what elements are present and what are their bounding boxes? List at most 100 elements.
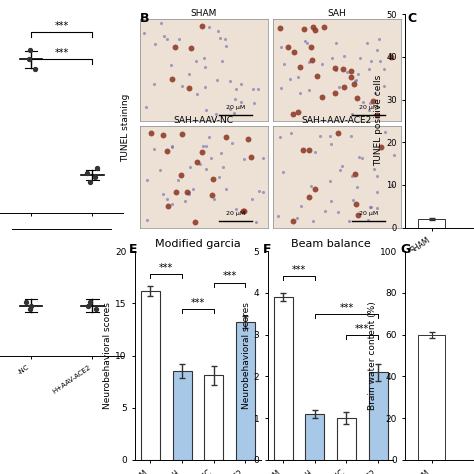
- Point: [231, 95, 239, 102]
- Point: [198, 148, 206, 155]
- Text: ***: ***: [55, 48, 69, 58]
- Title: SAH: SAH: [327, 9, 346, 18]
- Point: [294, 109, 302, 116]
- Point: [300, 25, 308, 33]
- Point: [26, 305, 34, 313]
- Point: [355, 70, 362, 78]
- Point: [164, 36, 171, 43]
- Point: [352, 201, 360, 208]
- Text: ***: ***: [159, 263, 173, 273]
- Point: [237, 98, 245, 106]
- Point: [192, 57, 200, 64]
- Point: [338, 162, 346, 170]
- Point: [164, 195, 171, 203]
- Point: [363, 39, 371, 47]
- Point: [375, 35, 383, 43]
- Point: [202, 142, 210, 150]
- Text: ***: ***: [222, 272, 237, 282]
- Point: [348, 110, 356, 118]
- Point: [142, 103, 150, 111]
- Point: [221, 35, 228, 43]
- Point: [185, 84, 192, 92]
- Point: [160, 32, 168, 39]
- Point: [374, 46, 381, 54]
- Point: [218, 57, 226, 65]
- Point: [86, 178, 93, 185]
- Point: [359, 99, 366, 106]
- Point: [351, 171, 359, 178]
- Point: [388, 182, 395, 189]
- Point: [248, 195, 256, 203]
- Point: [151, 40, 158, 47]
- Point: [171, 43, 179, 50]
- Point: [305, 146, 313, 154]
- Point: [370, 97, 377, 105]
- Text: B: B: [140, 12, 149, 25]
- Point: [356, 54, 364, 62]
- Point: [335, 83, 343, 91]
- Y-axis label: Neurobehavioral scores: Neurobehavioral scores: [242, 302, 251, 409]
- Point: [373, 188, 381, 196]
- Text: 20 μM: 20 μM: [226, 105, 246, 109]
- Point: [350, 80, 358, 88]
- Bar: [273, 297, 292, 460]
- Point: [249, 85, 257, 92]
- Point: [84, 302, 92, 310]
- Bar: [305, 414, 324, 460]
- Point: [226, 77, 233, 85]
- Point: [164, 202, 172, 210]
- Point: [219, 164, 227, 171]
- Point: [334, 129, 342, 137]
- Point: [87, 299, 94, 306]
- Point: [349, 196, 357, 204]
- Point: [327, 141, 334, 148]
- Y-axis label: Neurobehavioral scores: Neurobehavioral scores: [103, 302, 112, 409]
- Point: [336, 166, 344, 174]
- Point: [373, 204, 381, 212]
- Point: [371, 165, 378, 173]
- Point: [241, 207, 248, 215]
- Point: [311, 149, 319, 156]
- Point: [355, 153, 363, 161]
- Bar: [419, 335, 445, 460]
- Point: [287, 75, 294, 82]
- Title: SAH+AAV-ACE2: SAH+AAV-ACE2: [301, 116, 372, 125]
- Point: [289, 218, 296, 225]
- Point: [287, 129, 294, 137]
- Point: [182, 197, 189, 205]
- Point: [169, 143, 176, 151]
- Point: [354, 211, 362, 219]
- Bar: [369, 372, 388, 460]
- Bar: [236, 322, 255, 460]
- Point: [299, 146, 307, 154]
- Point: [371, 89, 378, 96]
- Point: [276, 134, 283, 141]
- Text: ***: ***: [292, 265, 306, 275]
- Point: [216, 35, 224, 42]
- Point: [293, 214, 301, 221]
- Point: [207, 154, 214, 162]
- Point: [93, 305, 100, 313]
- Point: [339, 65, 346, 73]
- Point: [311, 26, 319, 34]
- Point: [296, 63, 304, 71]
- Point: [332, 39, 340, 47]
- Point: [308, 44, 315, 51]
- Point: [210, 195, 218, 203]
- Point: [328, 55, 336, 62]
- Text: ***: ***: [55, 21, 69, 31]
- Point: [366, 99, 374, 107]
- Point: [223, 186, 230, 193]
- Point: [307, 182, 315, 190]
- Point: [327, 177, 334, 184]
- Point: [284, 43, 292, 51]
- Text: 20 μM: 20 μM: [226, 211, 246, 216]
- Point: [214, 76, 221, 84]
- Point: [365, 216, 372, 224]
- Point: [151, 80, 158, 88]
- Point: [373, 172, 381, 180]
- Point: [201, 83, 209, 91]
- Point: [290, 48, 298, 56]
- Point: [174, 176, 182, 184]
- Point: [296, 89, 303, 97]
